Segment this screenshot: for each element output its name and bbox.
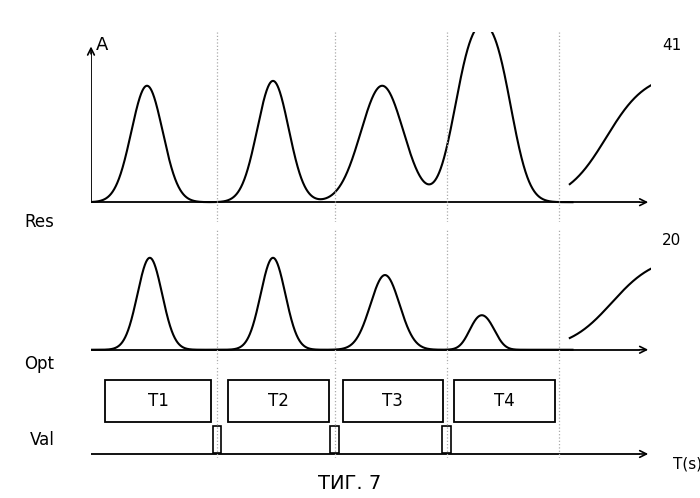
Text: 41: 41 bbox=[662, 38, 682, 53]
Bar bbox=[330, 426, 339, 453]
Text: T2: T2 bbox=[268, 392, 289, 410]
Text: T4: T4 bbox=[494, 392, 514, 410]
Bar bbox=[343, 380, 442, 422]
Text: A: A bbox=[95, 35, 108, 53]
Text: T(s): T(s) bbox=[673, 456, 700, 471]
Bar bbox=[454, 380, 554, 422]
Bar bbox=[213, 426, 221, 453]
Text: Res: Res bbox=[25, 213, 55, 231]
Bar bbox=[105, 380, 211, 422]
Text: T3: T3 bbox=[382, 392, 403, 410]
Text: 20: 20 bbox=[662, 233, 682, 248]
Text: T1: T1 bbox=[148, 392, 169, 410]
Text: Val: Val bbox=[29, 431, 55, 449]
Bar bbox=[442, 426, 451, 453]
Text: ΤИГ. 7: ΤИГ. 7 bbox=[318, 474, 382, 493]
Bar bbox=[228, 380, 329, 422]
Text: Opt: Opt bbox=[25, 355, 55, 373]
